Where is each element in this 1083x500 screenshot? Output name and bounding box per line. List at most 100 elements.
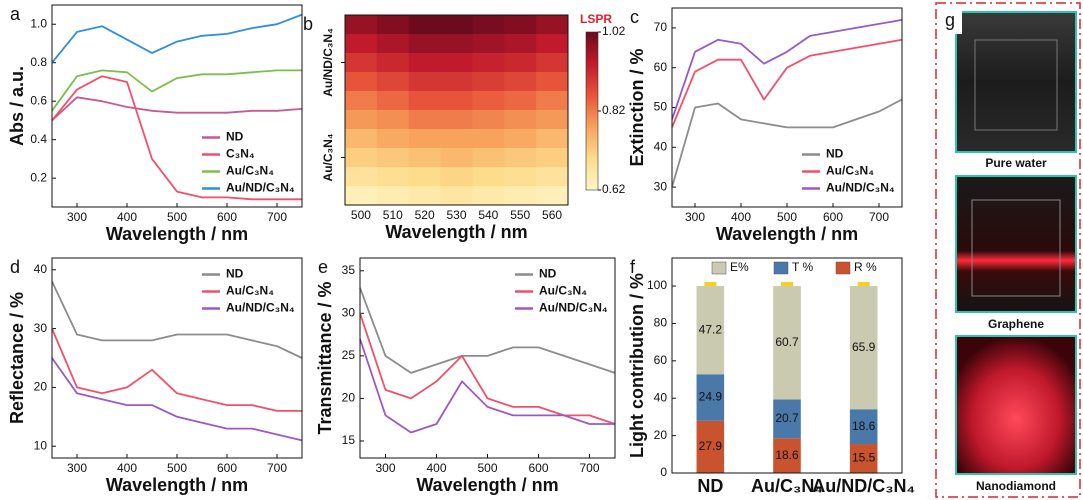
heat-cell [345, 72, 378, 92]
value-label: 60.7 [775, 335, 799, 349]
panel-label: g [945, 10, 955, 30]
heat-cell [376, 15, 410, 35]
x-tick-label: 540 [478, 208, 498, 222]
heat-cell [472, 91, 505, 111]
series-line [671, 98, 903, 188]
series-line [51, 357, 303, 442]
x-tick-label: Au/C₃N₄ [751, 476, 823, 496]
heat-cell [345, 91, 378, 111]
legend-label: ND [226, 130, 244, 144]
y-axis-label: Transmittance / % [315, 281, 335, 434]
heat-cell [376, 91, 410, 111]
y-tick-label: 30 [34, 321, 48, 335]
heat-cell [536, 15, 569, 35]
heat-cell [408, 15, 442, 35]
x-tick-label: 500 [351, 208, 371, 222]
y-tick-label: 0.4 [30, 132, 47, 146]
heat-cell [345, 167, 378, 187]
colorbar-title: LSPR [580, 12, 612, 26]
colorbar-tick-label: 0.82 [602, 103, 626, 117]
photo-panel: g Pure water Graphene Nanodiamond [935, 2, 1081, 498]
legend-label: C₃N₄ [226, 147, 255, 161]
heat-cell [504, 129, 537, 149]
heat-cell [504, 34, 537, 54]
series-line [359, 287, 616, 374]
photo-detail [974, 39, 1058, 131]
x-axis-label: Wavelength / nm [106, 224, 248, 244]
legend-label: Au/C₃N₄ [826, 164, 874, 178]
y-axis-label: Light contribution / % [627, 273, 647, 458]
heat-cell [376, 129, 410, 149]
legend-label: Au/C₃N₄ [226, 164, 274, 178]
bar-segment [849, 444, 878, 473]
value-label: 18.6 [852, 419, 876, 433]
y-tick-label: 80 [654, 316, 668, 330]
x-tick-label: 600 [823, 210, 843, 224]
x-tick-label: 520 [415, 208, 435, 222]
plot-frame [344, 14, 569, 206]
heat-cell [504, 110, 537, 130]
photo [955, 335, 1077, 475]
heat-cell [345, 186, 378, 206]
value-label: 24.9 [699, 390, 723, 404]
heat-cell [408, 167, 442, 187]
plot-frame [359, 257, 616, 459]
y-tick-label: 40 [34, 262, 48, 276]
y-tick-label: 0.6 [30, 93, 47, 107]
y-tick-label: Au/ND/C₃N₄ [321, 28, 335, 97]
legend-label: Au/ND/C₃N₄ [539, 301, 608, 315]
heat-cell [440, 186, 473, 206]
photo-detail [971, 199, 1061, 297]
heat-cell [440, 15, 473, 35]
panel: c 300 400 500 600 700 30 40 50 60 70 Wavelength / n… [627, 7, 903, 244]
bar-segment [696, 420, 725, 473]
bar-segment [773, 286, 801, 400]
heat-cell [408, 53, 442, 73]
y-tick-label: 15 [342, 433, 356, 447]
heat-cell [376, 167, 410, 187]
x-axis-label: Wavelength / nm [716, 224, 858, 244]
legend-label: E% [730, 260, 749, 274]
heat-cell [472, 167, 505, 187]
x-tick-label: 300 [685, 210, 705, 224]
colorbar [585, 31, 599, 191]
heat-cell [536, 148, 569, 168]
panel-label: d [10, 257, 20, 277]
legend-swatch [835, 261, 851, 275]
x-tick-label: 500 [777, 210, 797, 224]
y-tick-label: 20 [342, 391, 356, 405]
panel: b 500 510 520 530 540 550 560 Wavelength / nm Au/… [303, 12, 626, 242]
y-tick-label: 30 [342, 305, 356, 319]
heat-cell [376, 72, 410, 92]
heat-cell [408, 129, 442, 149]
photo [955, 175, 1077, 313]
heat-cell [408, 72, 442, 92]
x-tick-label: 600 [217, 461, 237, 475]
legend-label: R % [854, 260, 877, 274]
series-line [51, 75, 302, 201]
y-tick-label: 30 [654, 179, 668, 193]
series-line [671, 38, 903, 128]
heat-cell [345, 148, 378, 168]
x-tick-label: 700 [267, 210, 287, 224]
heat-cell [536, 167, 569, 187]
bar-cap [781, 282, 793, 287]
value-label: 27.9 [699, 439, 723, 453]
legend-label: ND [826, 147, 844, 161]
photo-caption: Nanodiamond [976, 479, 1056, 493]
y-tick-label: 60 [654, 353, 668, 367]
label-bg [940, 6, 962, 34]
x-tick-label: 400 [117, 210, 137, 224]
x-tick-label: 300 [67, 210, 87, 224]
x-tick-label: 300 [67, 461, 87, 475]
photo [955, 11, 1077, 153]
heat-cell [376, 186, 410, 206]
heat-cell [472, 129, 505, 149]
heat-cell [536, 91, 569, 111]
y-tick-label: 60 [654, 60, 668, 74]
x-tick-label: 530 [446, 208, 466, 222]
heat-cell [440, 34, 473, 54]
x-tick-label: 400 [117, 461, 137, 475]
heat-cell [472, 72, 505, 92]
